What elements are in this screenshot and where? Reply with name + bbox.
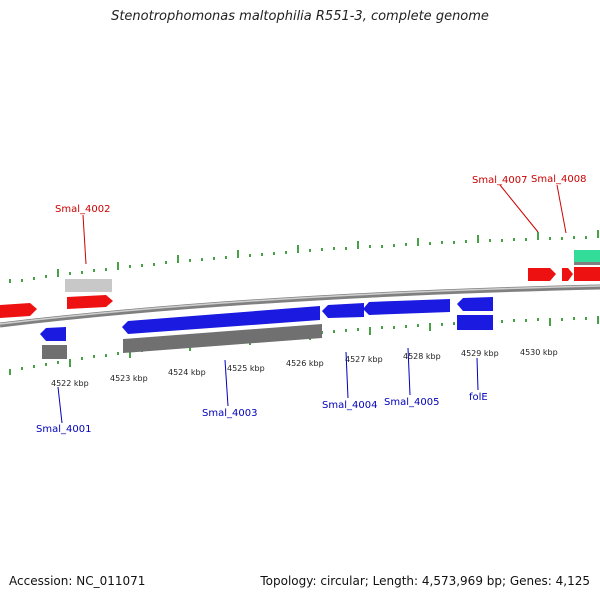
forward-features xyxy=(0,250,600,318)
forward-cds-bar xyxy=(574,267,600,281)
reverse-cds-arrow xyxy=(40,327,66,341)
forward-gene-bar xyxy=(574,262,600,265)
gene-label-forward: Smal_4007 xyxy=(472,175,527,186)
gene-label-reverse: Smal_4001 xyxy=(36,424,91,435)
scale-label: 4523 kbp xyxy=(110,374,148,383)
reverse-cds-arrow xyxy=(457,297,493,311)
reverse-cds-arrow xyxy=(122,306,320,334)
reverse-cds-arrow xyxy=(322,303,364,318)
scale-label: 4527 kbp xyxy=(345,355,383,364)
label-leader-lines xyxy=(57,184,567,424)
reverse-features xyxy=(40,297,493,359)
scale-labels: 4522 kbp 4523 kbp 4524 kbp 4525 kbp 4526… xyxy=(51,348,558,388)
reverse-gene-bar xyxy=(457,315,493,330)
scale-label: 4528 kbp xyxy=(403,352,441,361)
gene-label-reverse: folE xyxy=(469,392,488,403)
reverse-gene-bar xyxy=(42,345,67,359)
forward-cds-arrow xyxy=(562,268,573,281)
reverse-cds-arrow xyxy=(363,299,450,315)
green-feature xyxy=(574,250,600,262)
forward-cds-arrow xyxy=(67,295,113,309)
gene-label-forward: Smal_4002 xyxy=(55,204,110,215)
gene-label-reverse: Smal_4004 xyxy=(322,400,377,411)
genome-backbone xyxy=(0,284,600,328)
forward-gene-bar xyxy=(65,279,112,292)
gene-label-reverse: Smal_4005 xyxy=(384,397,439,408)
upper-tick-track xyxy=(9,230,599,283)
gene-label-forward: Smal_4008 xyxy=(531,174,586,185)
reverse-gene-bar xyxy=(123,324,322,353)
gene-labels: Smal_4002 Smal_4007 Smal_4008 Smal_4001 … xyxy=(36,174,586,435)
scale-label: 4522 kbp xyxy=(51,379,89,388)
genome-summary-text: Topology: circular; Length: 4,573,969 bp… xyxy=(260,574,590,588)
scale-label: 4525 kbp xyxy=(227,364,265,373)
scale-label: 4526 kbp xyxy=(286,359,324,368)
scale-label: 4529 kbp xyxy=(461,349,499,358)
forward-cds-arrow xyxy=(528,268,556,281)
scale-label: 4530 kbp xyxy=(520,348,558,357)
accession-text: Accession: NC_011071 xyxy=(9,574,146,588)
map-title: Stenotrophomonas maltophilia R551-3, com… xyxy=(111,9,489,24)
scale-label: 4524 kbp xyxy=(168,368,206,377)
forward-cds-arrow xyxy=(0,303,37,318)
gene-label-reverse: Smal_4003 xyxy=(202,408,257,419)
